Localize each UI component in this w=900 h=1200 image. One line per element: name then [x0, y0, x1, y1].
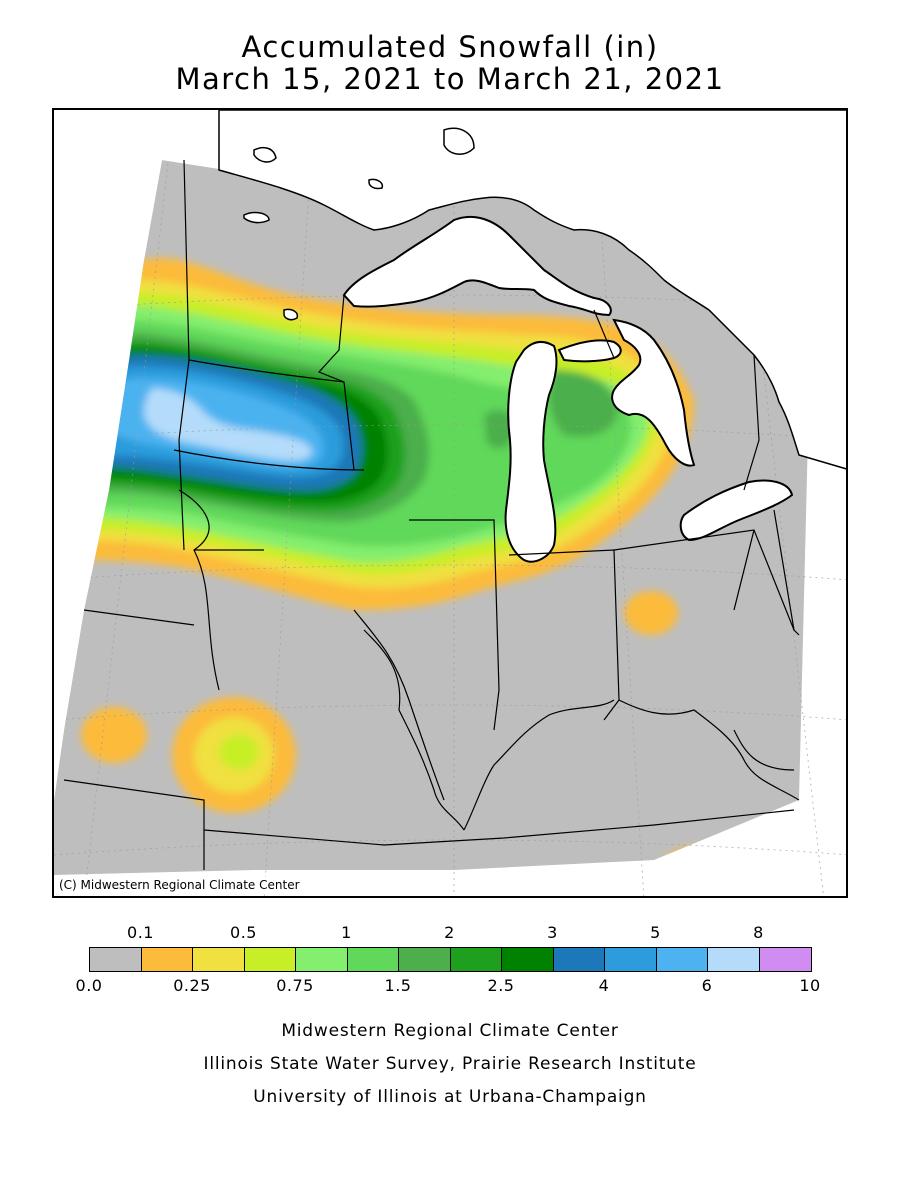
legend-swatch	[296, 948, 348, 971]
legend-bottom-label: 6	[701, 976, 713, 995]
canada-land	[218, 110, 846, 470]
blob-tn	[658, 847, 734, 875]
upper-peninsula-shore	[557, 339, 622, 363]
legend-bottom-label: 2.5	[487, 976, 515, 995]
credit-line-1: Midwestern Regional Climate Center	[281, 1021, 619, 1041]
legend-swatch	[502, 948, 554, 971]
map-date-range: March 15, 2021 to March 21, 2021	[175, 62, 725, 96]
blob-oh	[624, 591, 678, 635]
blob-ks-e3	[219, 734, 259, 770]
legend-swatch	[656, 948, 708, 971]
legend-bottom-label: 4	[598, 976, 610, 995]
legend-swatch	[605, 948, 657, 971]
legend-bottom-label: 0.0	[75, 976, 103, 995]
legend-top-label: 3	[547, 923, 558, 942]
color-legend: 0.1 0.5 1 2 3 5 8 0.0 0.25 0.75 1.5 2.5 4 6 10	[0, 920, 900, 1000]
blob-ks-w	[81, 707, 147, 763]
credit-line-3: University of Illinois at Urbana-Champai…	[253, 1087, 647, 1107]
legend-bottom-label: 1.5	[384, 976, 412, 995]
legend-swatches	[89, 947, 812, 972]
legend-top-label: 0.1	[127, 923, 154, 942]
legend-top-label: 1	[341, 923, 352, 942]
legend-swatch	[450, 948, 502, 971]
contour-1.5-mi	[548, 370, 619, 437]
legend-swatch	[347, 948, 399, 971]
lake-huron	[611, 318, 696, 467]
canada-islands	[243, 127, 475, 321]
copyright-label: (C) Midwestern Regional Climate Center	[56, 877, 306, 894]
legend-bottom-label: 0.25	[173, 976, 211, 995]
snowfall-map: (C) Midwestern Regional Climate Center	[52, 108, 848, 898]
legend-swatch	[553, 948, 605, 971]
legend-swatch	[244, 948, 296, 971]
lake-superior	[342, 215, 612, 317]
lake-michigan	[504, 340, 558, 563]
legend-swatch	[141, 948, 193, 971]
contour-6	[144, 388, 312, 461]
state-boundaries	[63, 159, 800, 870]
legend-bottom-label: 0.75	[276, 976, 314, 995]
legend-swatch	[759, 948, 811, 971]
map-canvas	[54, 110, 846, 896]
credit-line-2: Illinois State Water Survey, Prairie Res…	[203, 1054, 697, 1074]
legend-swatch	[708, 948, 760, 971]
legend-top-label: 0.5	[230, 923, 257, 942]
legend-top-label: 2	[444, 923, 455, 942]
map-title: Accumulated Snowfall (in)	[241, 30, 659, 64]
legend-swatch	[193, 948, 245, 971]
legend-bottom-label: 10	[799, 976, 821, 995]
legend-swatch	[399, 948, 451, 971]
lake-erie	[679, 479, 794, 542]
legend-top-label: 8	[753, 923, 764, 942]
legend-top-label: 5	[650, 923, 661, 942]
legend-swatch	[90, 948, 142, 971]
